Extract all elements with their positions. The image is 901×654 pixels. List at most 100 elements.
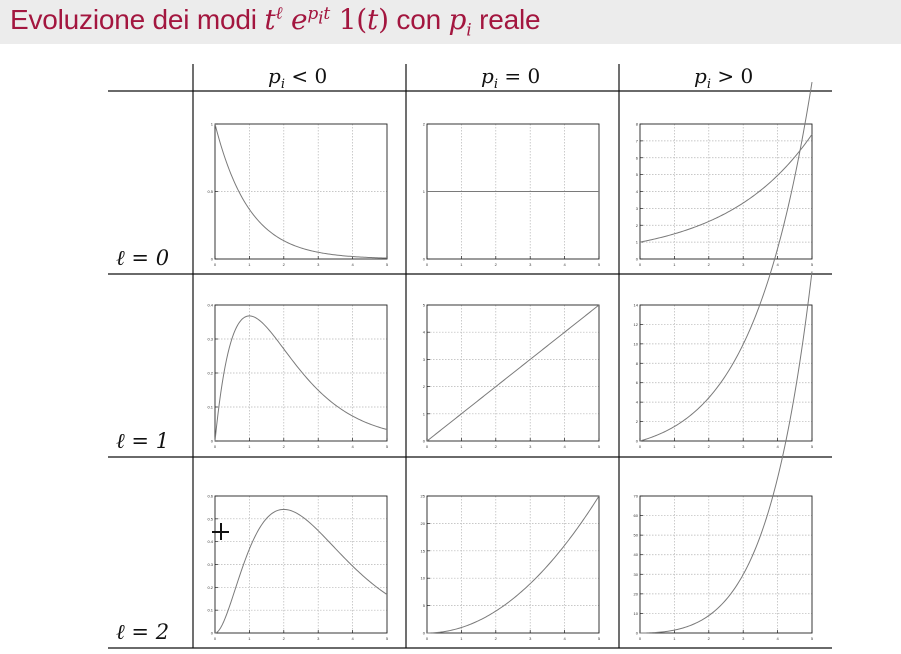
plot-r0-c2-xtick-label: 5 <box>811 262 814 267</box>
plot-r2-c0-ytick-label: 0.4 <box>207 539 213 544</box>
plot-r1-c1-xtick-label: 4 <box>563 444 566 449</box>
plot-r2-c2-ytick-label: 20 <box>634 591 639 596</box>
plot-r2-c0-ytick-label: 0.2 <box>207 585 213 590</box>
plot-r0-c1-xtick-label: 4 <box>563 262 566 267</box>
plot-r2-c0-ytick-label: 0.1 <box>207 608 213 613</box>
plot-r2-c0-ytick-label: 0.3 <box>207 562 213 567</box>
plot-r0-c2-ytick-label: 7 <box>636 138 639 143</box>
plot-r2-c2-ytick-label: 70 <box>634 494 639 499</box>
plot-r1-c0-curve <box>214 315 388 442</box>
title-tail: reale <box>471 4 541 35</box>
column-header-negative: pi < 0 <box>268 64 328 92</box>
plot-r2-c2-ytick-label: 30 <box>634 572 639 577</box>
plot-r2-c2-xtick-label: 1 <box>673 636 676 641</box>
plot-r2-c2-xtick-label: 2 <box>708 636 711 641</box>
plot-r0-c2-xtick-label: 2 <box>708 262 711 267</box>
plot-r1-c2-frame <box>639 304 813 442</box>
plot-r1-c2-xtick-label: 5 <box>811 444 814 449</box>
plot-r1-c2-ytick-label: 0 <box>636 439 639 444</box>
plot-r1-c2-xtick-label: 0 <box>639 444 642 449</box>
plot-r1-c1-curve <box>426 304 600 442</box>
plot-r1-c1-ytick-label: 3 <box>423 357 426 362</box>
plot-r1-c1-xtick-label: 1 <box>460 444 463 449</box>
plot-r1-c0-ytick-label: 0 <box>211 439 214 444</box>
plot-r1-c1-ytick-label: 0 <box>423 439 426 444</box>
plot-r0-c1-xtick-label: 1 <box>460 262 463 267</box>
plot-r2-c1-curve <box>426 495 600 634</box>
plot-r2-c0-xtick-label: 5 <box>386 636 389 641</box>
plot-r1-c0-xtick-label: 4 <box>351 444 354 449</box>
plot-r0-c1-ytick-label: 0 <box>423 257 426 262</box>
plot-r0-c2-ytick-label: 0 <box>636 257 639 262</box>
plot-r0-c2-xtick-label: 1 <box>673 262 676 267</box>
plot-r2-c2-frame <box>639 495 813 634</box>
plot-r1-c2-ytick-label: 8 <box>636 361 639 366</box>
plot-r2-c2-xtick-label: 0 <box>639 636 642 641</box>
plot-r1-c2-xtick-label: 2 <box>708 444 711 449</box>
crosshair-cursor-icon <box>212 523 229 540</box>
plot-r2-c1-ytick-label: 20 <box>421 521 426 526</box>
plot-r2-c0-xtick-label: 0 <box>214 636 217 641</box>
plot-r0-c1-ytick-label: 2 <box>423 122 426 127</box>
plot-r2-c1-ytick-label: 10 <box>421 576 426 581</box>
plot-r2-c1-ytick-label: 0 <box>423 631 426 636</box>
plot-r2-c1-ytick-label: 15 <box>421 548 426 553</box>
plot-r2-c1-frame <box>426 495 600 634</box>
plot-r1-c0-xtick-label: 2 <box>283 444 286 449</box>
plot-r1-c2-xtick-label: 3 <box>742 444 745 449</box>
plot-r2-c0-xtick-label: 1 <box>248 636 251 641</box>
plot-r1-c2-ytick-label: 12 <box>634 322 639 327</box>
plot-r1-c0-ytick-label: 0.2 <box>207 371 213 376</box>
row-label-l2: ℓ = 2 <box>116 620 170 644</box>
plot-r2-c0-ytick-label: 0.6 <box>207 494 213 499</box>
column-header-positive: pi > 0 <box>694 64 754 92</box>
plot-r1-c0-ytick-label: 0.1 <box>207 405 213 410</box>
plot-r1-c1-xtick-label: 2 <box>495 444 498 449</box>
title-prefix: Evoluzione dei modi <box>10 4 265 35</box>
plot-r2-c2-curve <box>640 271 813 634</box>
plot-r1-c1-xtick-label: 5 <box>598 444 601 449</box>
plot-r0-c2-ytick-label: 1 <box>636 240 639 245</box>
plot-r0-c0-ytick-label: 0.5 <box>207 189 213 194</box>
plot-r2-c1-xtick-label: 2 <box>495 636 498 641</box>
plot-r0-c0-curve <box>214 123 388 259</box>
plot-r0-c0-ytick-label: 1 <box>211 122 214 127</box>
plot-r1-c1-ytick-label: 4 <box>423 330 426 335</box>
plot-r0-c2-xtick-label: 4 <box>776 262 779 267</box>
plot-r1-c0-frame <box>214 304 388 442</box>
plot-r1-c2-xtick-label: 1 <box>673 444 676 449</box>
plot-r0-c2-ytick-label: 3 <box>636 206 639 211</box>
plot-r2-c1-ytick-label: 25 <box>421 494 426 499</box>
plot-r0-c2-ytick-label: 5 <box>636 172 639 177</box>
plot-r0-c0-xtick-label: 4 <box>351 262 354 267</box>
title-middle: con <box>388 4 449 35</box>
plot-r1-c1-ytick-label: 1 <box>423 411 426 416</box>
plot-r2-c2-ytick-label: 50 <box>634 533 639 538</box>
plot-r2-c2-ytick-label: 0 <box>636 631 639 636</box>
plot-r2-c2-xtick-label: 3 <box>742 636 745 641</box>
title-formula: tℓ epit 1(t) <box>264 3 389 36</box>
plot-r2-c2-xtick-label: 5 <box>811 636 814 641</box>
plot-r1-c1-xtick-label: 3 <box>529 444 532 449</box>
plot-r2-c0-frame <box>214 495 388 634</box>
plot-r1-c1-ytick-label: 2 <box>423 384 426 389</box>
plot-r2-c0-xtick-label: 3 <box>317 636 320 641</box>
plot-r1-c2-ytick-label: 14 <box>634 303 639 308</box>
plot-r0-c2-curve <box>639 134 813 243</box>
plot-r0-c0-xtick-label: 0 <box>214 262 217 267</box>
plot-r0-c1-ytick-label: 1 <box>423 189 426 194</box>
plot-r1-c2-ytick-label: 10 <box>634 341 639 346</box>
plot-r1-c2-ytick-label: 2 <box>636 419 639 424</box>
title-pi: pi <box>448 3 472 41</box>
plot-r2-c2-ytick-label: 60 <box>634 513 639 518</box>
row-label-l1: ℓ = 1 <box>116 429 170 453</box>
plot-r2-c1-xtick-label: 5 <box>598 636 601 641</box>
plot-r0-c0-xtick-label: 5 <box>386 262 389 267</box>
plot-r2-c2-xtick-label: 4 <box>776 636 779 641</box>
plot-r0-c0-ytick-label: 0 <box>211 257 214 262</box>
plot-r1-c2-curve <box>639 82 813 442</box>
plot-r0-c1-xtick-label: 2 <box>495 262 498 267</box>
plot-r2-c2-ytick-label: 10 <box>634 611 639 616</box>
plot-r1-c0-ytick-label: 0.3 <box>207 337 213 342</box>
plot-r2-c0-xtick-label: 2 <box>283 636 286 641</box>
